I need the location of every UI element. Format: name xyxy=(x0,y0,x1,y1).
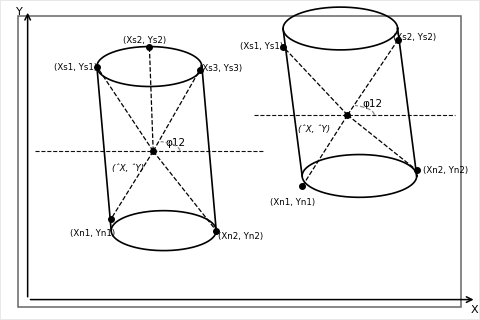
Text: (Xs2, Ys2): (Xs2, Ys2) xyxy=(392,33,435,42)
Text: (Xs2, Ys2): (Xs2, Ys2) xyxy=(123,36,166,45)
Text: (Xn1, Yn1): (Xn1, Yn1) xyxy=(70,229,114,238)
Text: X: X xyxy=(470,305,478,315)
Text: (Xn1, Yn1): (Xn1, Yn1) xyxy=(269,197,314,207)
Text: (Xn2, Yn2): (Xn2, Yn2) xyxy=(217,232,262,241)
Text: (ˆX, ˆY): (ˆX, ˆY) xyxy=(298,125,329,134)
Text: (Xs3, Ys3): (Xs3, Ys3) xyxy=(199,64,242,73)
Text: φ12: φ12 xyxy=(165,138,185,148)
Text: (Xs1, Ys1): (Xs1, Ys1) xyxy=(54,63,97,72)
Text: (Xs1, Ys1): (Xs1, Ys1) xyxy=(240,42,283,51)
Text: φ12: φ12 xyxy=(362,99,382,109)
Text: (Xn2, Yn2): (Xn2, Yn2) xyxy=(422,166,467,175)
Text: (ˆX, ˆY): (ˆX, ˆY) xyxy=(112,164,144,173)
Text: Y: Y xyxy=(16,7,23,17)
